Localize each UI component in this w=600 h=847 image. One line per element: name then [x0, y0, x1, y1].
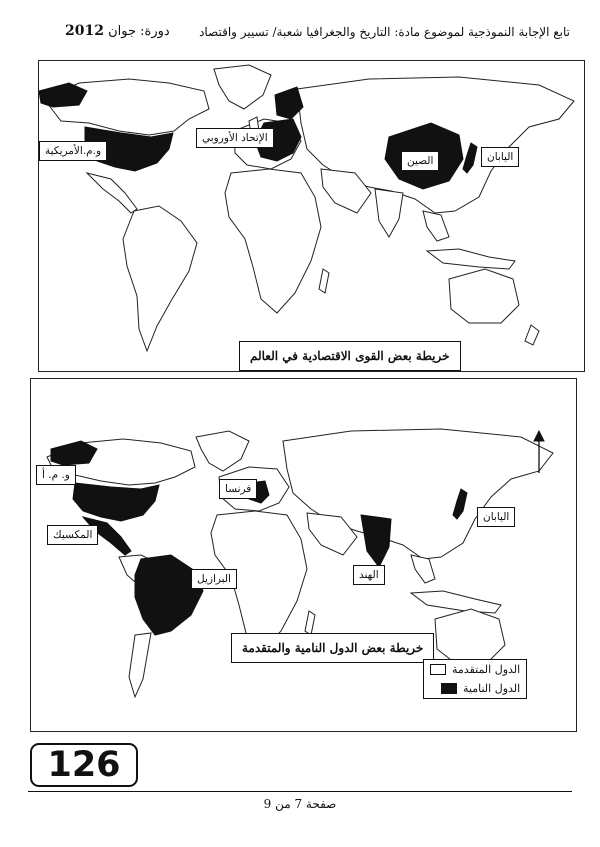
label-france: فرنسا	[219, 479, 258, 499]
middle-east-shape	[306, 512, 358, 556]
label-usa: و.م.الأمريكية	[39, 141, 108, 161]
label-eu: الإتحاد الأوروبي	[196, 128, 274, 148]
brazil-shape	[134, 554, 204, 636]
legend-developing-label: الدول النامية	[463, 682, 521, 695]
africa-shape	[224, 168, 322, 314]
indonesia-shape	[425, 248, 516, 270]
new-zealand-shape	[524, 324, 540, 346]
usa-shape	[72, 482, 160, 522]
label-japan: اليابان	[477, 507, 516, 527]
southeast-asia-shape	[410, 554, 436, 584]
footer-divider	[28, 791, 572, 792]
page-footer: صفحة 7 من 9	[263, 797, 337, 811]
australia-shape	[434, 608, 506, 664]
label-usa: و. م. أ	[36, 465, 76, 485]
alaska-shape	[50, 440, 98, 466]
page-badge: 126	[30, 743, 138, 787]
legend-developing: الدول النامية	[424, 679, 526, 698]
label-china: الصين	[401, 151, 440, 171]
label-brazil: البرازيل	[191, 569, 237, 589]
legend-developed-swatch	[430, 664, 446, 675]
north-arrow-icon	[533, 429, 545, 473]
madagascar-shape	[318, 268, 330, 294]
madagascar-shape	[304, 610, 316, 636]
exam-subject-line: تابع الإجابة النموذجية لموضوع مادة: التا…	[199, 25, 570, 39]
middle-east-shape	[320, 168, 372, 214]
label-india: الهند	[353, 565, 385, 585]
world-map-2	[46, 428, 554, 699]
label-japan: اليابان	[481, 147, 520, 167]
map2-legend: الدول المتقدمة الدول النامية	[423, 659, 528, 699]
legend-developed-label: الدول المتقدمة	[452, 663, 521, 676]
india-shape	[360, 514, 392, 568]
map1-title: خريطة بعض القوى الاقتصادية في العالم	[239, 341, 461, 371]
label-mexico: المكسيك	[47, 525, 99, 545]
japan-shape	[462, 142, 478, 174]
alaska-shape	[39, 82, 88, 108]
asia-shape	[282, 428, 554, 560]
japan-shape	[452, 488, 468, 520]
exam-session: دورة: جوان 2012	[65, 23, 170, 39]
south-america-shape	[122, 205, 198, 353]
session-year: 2012	[65, 23, 104, 39]
map-economic-powers: و.م.الأمريكية الإتحاد الأوروبي الصين الي…	[38, 60, 585, 372]
map-developing-developed: و. م. أ المكسيك فرنسا اليابان الهند البر…	[30, 378, 577, 732]
legend-developing-swatch	[441, 683, 458, 694]
greenland-shape	[195, 430, 250, 472]
greenland-shape	[213, 64, 272, 110]
legend-developed: الدول المتقدمة	[424, 660, 526, 679]
india-shape	[374, 188, 404, 238]
southeast-asia-shape	[422, 210, 450, 242]
australia-shape	[448, 268, 520, 324]
central-america-shape	[85, 172, 138, 214]
world-map-1	[39, 64, 575, 353]
scandinavia-shape	[274, 86, 304, 120]
session-label: دورة: جوان	[108, 24, 170, 39]
map2-title: خريطة بعض الدول النامية والمتقدمة	[231, 633, 435, 663]
indonesia-shape	[409, 590, 502, 614]
south-america-south-shape	[128, 632, 152, 699]
